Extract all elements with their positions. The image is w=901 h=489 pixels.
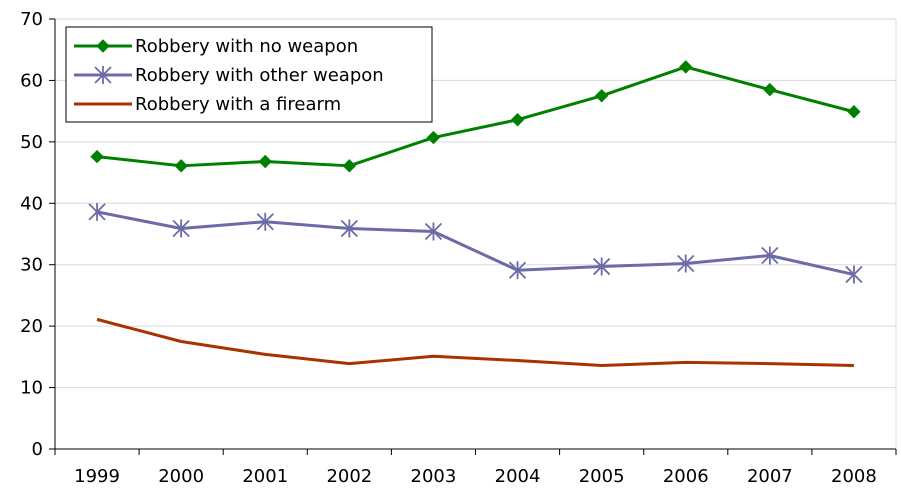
legend-item: Robbery with no weapon <box>74 36 358 57</box>
x-tick-label: 2006 <box>663 466 709 487</box>
x-tick-label: 2005 <box>579 466 625 487</box>
legend: Robbery with no weapon Robbery with other… <box>65 26 433 123</box>
y-tick-label: 30 <box>20 255 43 276</box>
data-point <box>763 82 777 97</box>
data-point <box>88 202 106 221</box>
series-3 <box>96 317 854 367</box>
x-tick-label: 2002 <box>326 466 372 487</box>
x-tick-label: 2008 <box>831 466 877 487</box>
series-line <box>96 317 854 367</box>
series-layer <box>88 60 863 367</box>
series-line <box>96 210 855 277</box>
y-tick-label: 10 <box>20 378 43 399</box>
y-tick-label: 60 <box>20 70 43 91</box>
data-point <box>679 60 693 74</box>
x-tick-label: 1999 <box>74 466 120 487</box>
data-point <box>258 154 272 169</box>
series-1 <box>90 60 861 173</box>
data-point <box>256 212 274 231</box>
data-point <box>845 265 863 284</box>
data-point <box>172 219 190 238</box>
data-point <box>510 113 525 127</box>
y-tick-label: 70 <box>20 9 43 30</box>
legend-item: Robbery with a firearm <box>74 94 341 115</box>
x-tick-label: 2003 <box>411 466 457 487</box>
legend-label: Robbery with no weapon <box>135 36 358 57</box>
y-axis-tick-labels: 0 10 20 30 40 50 60 70 <box>20 9 43 460</box>
x-tick-label: 2007 <box>747 466 793 487</box>
series-line <box>96 65 855 168</box>
data-point <box>424 222 443 241</box>
legend-item: Robbery with other weapon <box>74 65 384 86</box>
x-tick-label: 2004 <box>495 466 541 487</box>
data-point <box>593 257 611 276</box>
data-point <box>174 159 188 173</box>
data-point <box>340 219 358 238</box>
data-point <box>594 89 609 103</box>
legend-marker <box>96 39 110 53</box>
data-point <box>847 105 861 119</box>
y-tick-label: 20 <box>20 316 43 337</box>
data-point <box>90 149 104 164</box>
axes <box>49 18 897 455</box>
legend-label: Robbery with a firearm <box>135 94 341 115</box>
data-point <box>761 246 779 265</box>
y-tick-label: 50 <box>20 132 43 153</box>
data-point <box>426 130 441 145</box>
y-tick-label: 0 <box>32 439 43 460</box>
series-2 <box>88 202 863 284</box>
legend-label: Robbery with other weapon <box>135 65 384 86</box>
data-point <box>677 254 695 273</box>
x-axis-tick-labels: 1999 2000 2001 2002 2003 2004 2005 2006 2007 2008 <box>74 466 877 487</box>
y-tick-label: 40 <box>20 193 43 214</box>
x-tick-label: 2001 <box>242 466 288 487</box>
data-point <box>342 159 357 173</box>
legend-marker <box>94 66 112 84</box>
data-point <box>508 261 527 280</box>
x-tick-label: 2000 <box>158 466 204 487</box>
